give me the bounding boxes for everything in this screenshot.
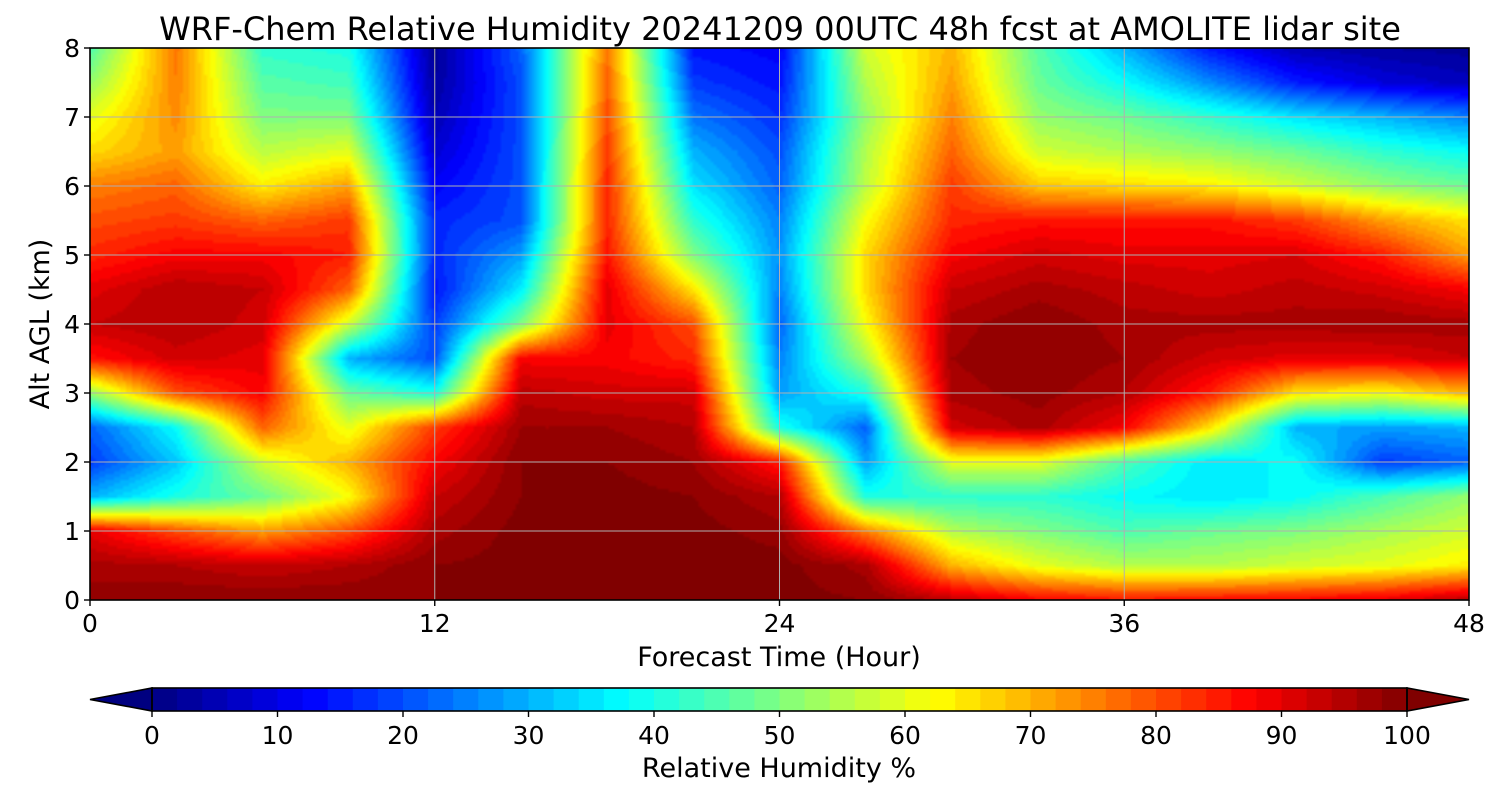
colorbar-bin: [252, 688, 279, 711]
colorbar-bin: [804, 688, 831, 711]
y-tick-label: 1: [64, 517, 80, 546]
colorbar-bin: [478, 688, 504, 711]
colorbar-tick-label: 90: [1266, 721, 1298, 750]
colorbar-tick-label: 100: [1383, 721, 1431, 750]
colorbar: 0 10 20 30 40 50 60 70 80 90 100: [89, 687, 1470, 750]
colorbar-bin: [1231, 688, 1257, 711]
colorbar-bin: [628, 688, 655, 711]
colorbar-bin: [302, 688, 329, 711]
y-tick-label: 8: [64, 34, 80, 63]
colorbar-bin: [1356, 688, 1383, 711]
y-tick-label: 2: [64, 448, 80, 477]
colorbar-bin: [1256, 688, 1283, 711]
colorbar-bin: [327, 688, 354, 711]
colorbar-bin: [1105, 688, 1132, 711]
colorbar-bin: [1130, 688, 1157, 711]
colorbar-tick-label: 30: [513, 721, 545, 750]
colorbar-bin: [829, 688, 856, 711]
colorbar-bin: [1005, 688, 1032, 711]
colorbar-tick-label: 50: [764, 721, 796, 750]
colorbar-label: Relative Humidity %: [642, 753, 916, 784]
colorbar-bin: [603, 688, 630, 711]
colorbar-bin: [1331, 688, 1358, 711]
grid-lines: [90, 48, 1469, 600]
y-tick-label: 3: [64, 379, 80, 408]
x-axis-ticks: 0 12 24 36 48: [82, 600, 1485, 638]
colorbar-bin: [177, 688, 203, 711]
colorbar-ticks: 0 10 20 30 40 50 60 70 80 90 100: [144, 711, 1431, 750]
colorbar-bin: [1030, 688, 1057, 711]
colorbar-bin: [1206, 688, 1232, 711]
colorbar-bin: [578, 688, 605, 711]
colorbar-bin: [1381, 688, 1408, 711]
colorbar-bin: [729, 688, 755, 711]
chart-title: WRF-Chem Relative Humidity 20241209 00UT…: [159, 10, 1401, 48]
colorbar-bin: [854, 688, 881, 711]
colorbar-bin: [754, 688, 781, 711]
colorbar-bin: [453, 688, 479, 711]
colorbar-tick-label: 0: [144, 721, 160, 750]
colorbar-bin: [553, 688, 580, 711]
colorbar-tick-label: 80: [1140, 721, 1172, 750]
colorbar-bin: [1156, 688, 1182, 711]
colorbar-bins: [152, 688, 1408, 711]
x-tick-label: 24: [764, 609, 796, 638]
x-tick-label: 48: [1453, 609, 1485, 638]
colorbar-bin: [1080, 688, 1107, 711]
colorbar-bin: [277, 688, 304, 711]
colorbar-bin: [152, 688, 178, 711]
y-tick-label: 4: [64, 310, 80, 339]
y-tick-label: 6: [64, 172, 80, 201]
x-axis-label: Forecast Time (Hour): [637, 642, 921, 673]
colorbar-low-extension: [89, 687, 153, 712]
x-tick-label: 12: [419, 609, 451, 638]
colorbar-high-extension: [1406, 687, 1470, 712]
colorbar-bin: [428, 688, 454, 711]
colorbar-bin: [528, 688, 555, 711]
colorbar-tick-label: 20: [387, 721, 419, 750]
colorbar-tick-label: 60: [889, 721, 921, 750]
y-axis-ticks: 0 1 2 3 4 5 6 7 8: [64, 34, 90, 615]
x-tick-label: 36: [1108, 609, 1140, 638]
x-tick-label: 0: [82, 609, 98, 638]
y-tick-label: 0: [64, 586, 80, 615]
y-axis-label: Alt AGL (km): [25, 239, 56, 410]
colorbar-bin: [227, 688, 253, 711]
colorbar-bin: [879, 688, 906, 711]
colorbar-bin: [503, 688, 530, 711]
colorbar-bin: [202, 688, 228, 711]
colorbar-bin: [654, 688, 680, 711]
colorbar-bin: [905, 688, 931, 711]
colorbar-tick-label: 70: [1015, 721, 1047, 750]
colorbar-bin: [1181, 688, 1207, 711]
colorbar-bin: [403, 688, 429, 711]
colorbar-tick-label: 10: [262, 721, 294, 750]
colorbar-bin: [1055, 688, 1082, 711]
colorbar-bin: [779, 688, 806, 711]
y-tick-label: 5: [64, 241, 80, 270]
colorbar-bin: [1281, 688, 1308, 711]
colorbar-bin: [955, 688, 981, 711]
y-tick-label: 7: [64, 103, 80, 132]
colorbar-bin: [352, 688, 379, 711]
colorbar-bin: [1306, 688, 1333, 711]
colorbar-bin: [704, 688, 730, 711]
colorbar-bin: [679, 688, 705, 711]
colorbar-bin: [377, 688, 404, 711]
colorbar-bin: [980, 688, 1006, 711]
colorbar-tick-label: 40: [638, 721, 670, 750]
colorbar-bin: [930, 688, 956, 711]
